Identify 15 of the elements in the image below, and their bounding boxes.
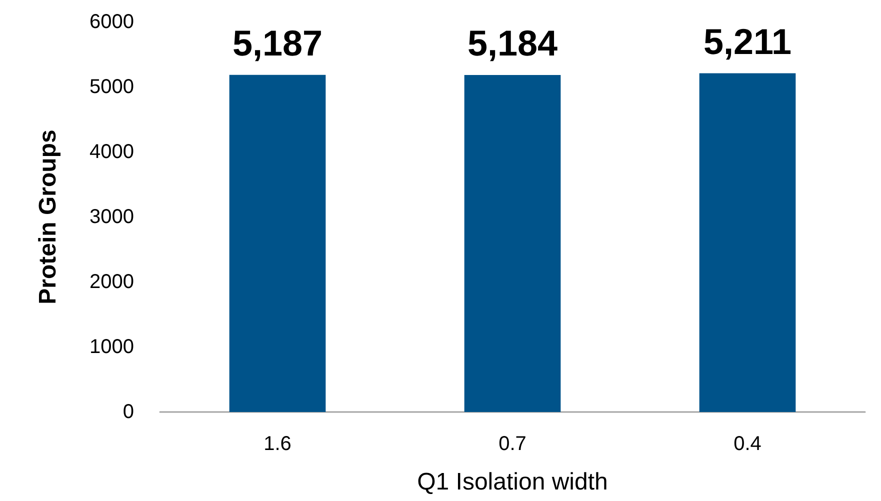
x-tick-label: 0.7 xyxy=(498,433,526,455)
data-label: 5,184 xyxy=(467,22,558,64)
y-tick-label: 3000 xyxy=(90,206,134,228)
y-tick-label: 1000 xyxy=(90,336,134,358)
x-axis-title: Q1 Isolation width xyxy=(417,468,608,496)
x-tick-label: 1.6 xyxy=(264,433,292,455)
x-tick-label: 0.4 xyxy=(734,433,762,455)
data-label: 5,211 xyxy=(703,20,792,62)
y-tick-label: 0 xyxy=(122,401,134,423)
y-tick-label: 5000 xyxy=(90,76,134,98)
data-label: 5,187 xyxy=(232,22,323,64)
y-tick-label: 4000 xyxy=(90,141,134,163)
y-tick-label: 6000 xyxy=(90,11,134,33)
y-axis-title: Protein Groups xyxy=(34,130,62,304)
y-tick-label: 2000 xyxy=(90,271,134,293)
